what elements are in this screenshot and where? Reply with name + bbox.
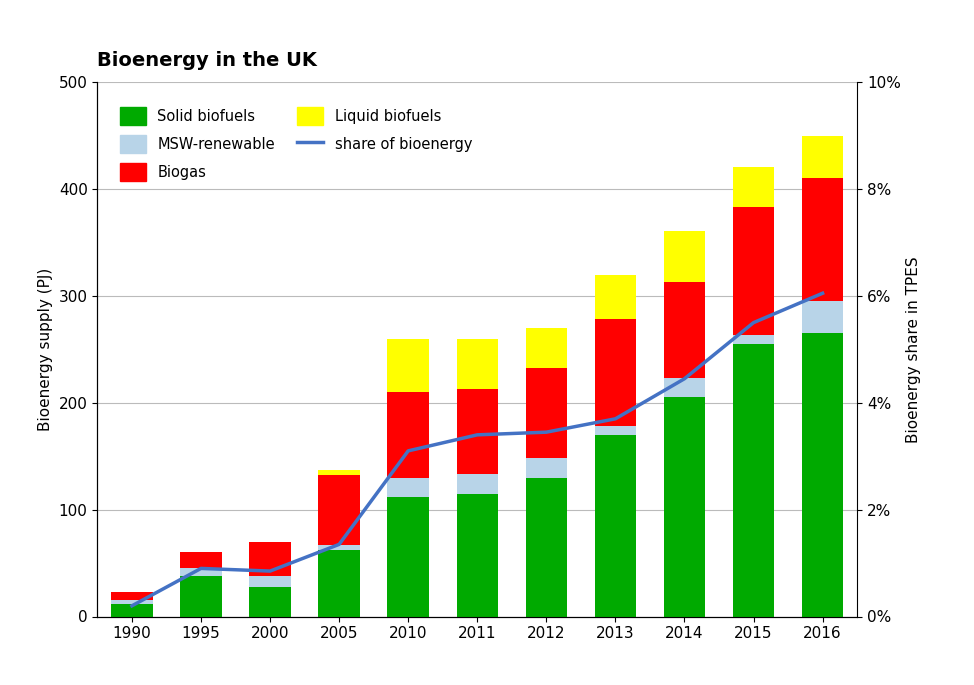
Bar [180, 576, 222, 616]
Bar [663, 231, 705, 282]
Bar [732, 344, 774, 616]
Bar [663, 397, 705, 616]
Bar [388, 477, 429, 497]
Bar [388, 497, 429, 616]
Bar [388, 338, 429, 392]
Y-axis label: Bioenergy share in TPES: Bioenergy share in TPES [906, 256, 921, 443]
Bar [457, 389, 498, 475]
Bar [111, 592, 153, 601]
Bar [318, 470, 359, 475]
Text: Bioenergy in the UK: Bioenergy in the UK [97, 51, 318, 70]
Bar [526, 477, 567, 616]
Legend: Solid biofuels, MSW-renewable, Biogas, Liquid biofuels, share of bioenergy: Solid biofuels, MSW-renewable, Biogas, L… [112, 100, 480, 188]
Bar [732, 336, 774, 344]
Bar [526, 368, 567, 458]
Bar [802, 178, 843, 301]
Bar [663, 378, 705, 397]
Y-axis label: Bioenergy supply (PJ): Bioenergy supply (PJ) [38, 268, 54, 431]
Bar [249, 586, 291, 616]
Bar [457, 494, 498, 616]
Bar [111, 603, 153, 616]
Bar [526, 458, 567, 477]
Bar [802, 136, 843, 178]
Bar [318, 550, 359, 616]
Bar [732, 166, 774, 208]
Bar [318, 545, 359, 550]
Bar [457, 338, 498, 389]
Bar [595, 426, 636, 435]
Bar [732, 208, 774, 336]
Bar [180, 569, 222, 576]
Bar [111, 601, 153, 603]
Bar [249, 542, 291, 576]
Bar [457, 475, 498, 494]
Bar [526, 328, 567, 368]
Bar [802, 301, 843, 334]
Bar [318, 475, 359, 545]
Bar [663, 282, 705, 378]
Bar [595, 319, 636, 426]
Bar [595, 275, 636, 319]
Bar [595, 435, 636, 616]
Bar [388, 392, 429, 477]
Bar [802, 334, 843, 616]
Bar [249, 576, 291, 586]
Bar [180, 552, 222, 569]
